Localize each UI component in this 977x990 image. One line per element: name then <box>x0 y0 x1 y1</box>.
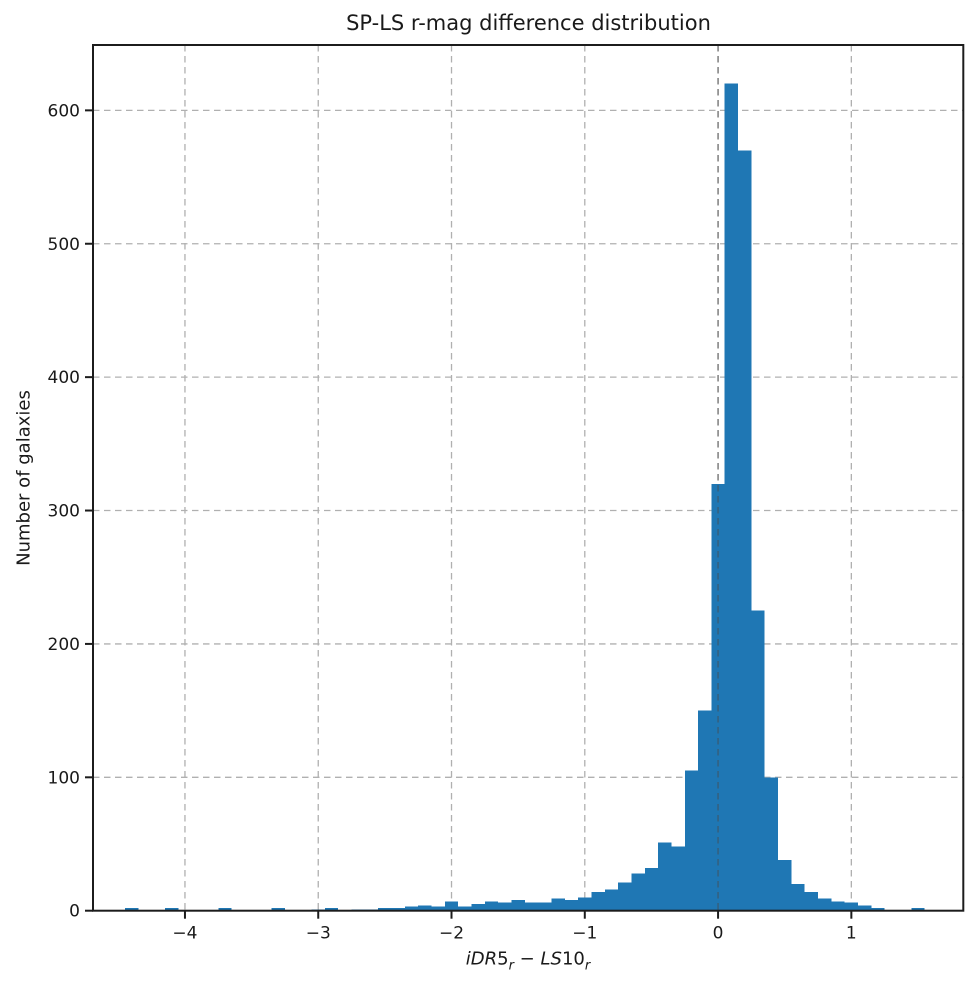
y-tick-label: 100 <box>48 768 80 788</box>
y-tick-label: 500 <box>48 235 80 255</box>
histogram-bar <box>511 900 525 911</box>
x-axis-label-part: r <box>508 958 514 974</box>
y-tick-label: 300 <box>48 502 80 522</box>
x-tick-label: −2 <box>439 924 464 944</box>
histogram-bar <box>218 908 232 911</box>
histogram-bar <box>644 868 659 911</box>
histogram-bar <box>778 860 792 911</box>
histogram-bar <box>631 873 645 911</box>
x-axis-label-part: 10 <box>561 948 585 970</box>
y-tick-label: 600 <box>48 101 80 121</box>
y-axis-label: Number of galaxies <box>13 390 35 566</box>
x-axis-label-part: iDR <box>465 948 498 970</box>
histogram-bar <box>458 906 472 911</box>
x-axis-label-part: − <box>513 948 541 970</box>
histogram-bar <box>658 842 672 911</box>
histogram-bar <box>804 892 819 911</box>
x-tick-label: 1 <box>846 924 857 944</box>
histogram-bar <box>764 777 779 911</box>
x-tick-label: −1 <box>572 924 597 944</box>
histogram-bar <box>818 898 832 911</box>
histogram-bar <box>911 908 925 911</box>
x-tick-label: 0 <box>713 924 724 944</box>
histogram-bar <box>671 846 685 911</box>
histogram-bar <box>604 889 619 911</box>
histogram-bar <box>551 898 565 911</box>
histogram-bar <box>524 902 539 911</box>
histogram-bar <box>538 902 552 911</box>
x-axis-label-part: 5 <box>497 948 509 970</box>
histogram-bar <box>751 610 765 911</box>
histogram-bar <box>578 897 592 911</box>
histogram-bar <box>498 902 512 911</box>
x-tick-label: −4 <box>172 924 197 944</box>
histogram-bar <box>124 908 139 911</box>
histogram-bar <box>404 906 419 911</box>
x-axis-label: iDR5r − LS10r <box>466 949 590 974</box>
y-tick-label: 400 <box>48 368 80 388</box>
histogram-bar <box>698 710 712 911</box>
histogram-bar <box>378 908 392 911</box>
histogram-bar <box>324 908 339 911</box>
y-tick-label: 200 <box>48 635 80 655</box>
histogram-bar <box>738 150 752 911</box>
histogram-bar <box>444 901 459 911</box>
x-axis-label-part: r <box>584 958 591 974</box>
histogram-bar <box>618 882 632 911</box>
histogram-bar <box>791 884 805 911</box>
histogram-bar <box>684 770 699 911</box>
chart-title: SP-LS r-mag difference distribution <box>346 11 711 35</box>
histogram-bar <box>858 905 872 911</box>
histogram-bar <box>391 908 405 911</box>
histogram-bar <box>831 901 845 911</box>
histogram-bar <box>431 906 445 911</box>
plot-border <box>92 44 965 912</box>
histogram-bar <box>871 908 885 911</box>
histogram-bar <box>471 904 485 911</box>
histogram-bar <box>724 83 739 911</box>
x-axis-label-part: LS <box>540 948 562 970</box>
histogram-bar <box>484 901 499 911</box>
histogram-bar <box>591 892 605 911</box>
histogram-bar <box>164 908 179 911</box>
histogram-bar <box>564 900 579 911</box>
x-tick-label: −3 <box>306 924 331 944</box>
histogram-bar <box>271 908 285 911</box>
histogram-bar <box>418 905 432 911</box>
y-tick-label: 0 <box>69 902 80 922</box>
histogram-bar <box>844 902 859 911</box>
